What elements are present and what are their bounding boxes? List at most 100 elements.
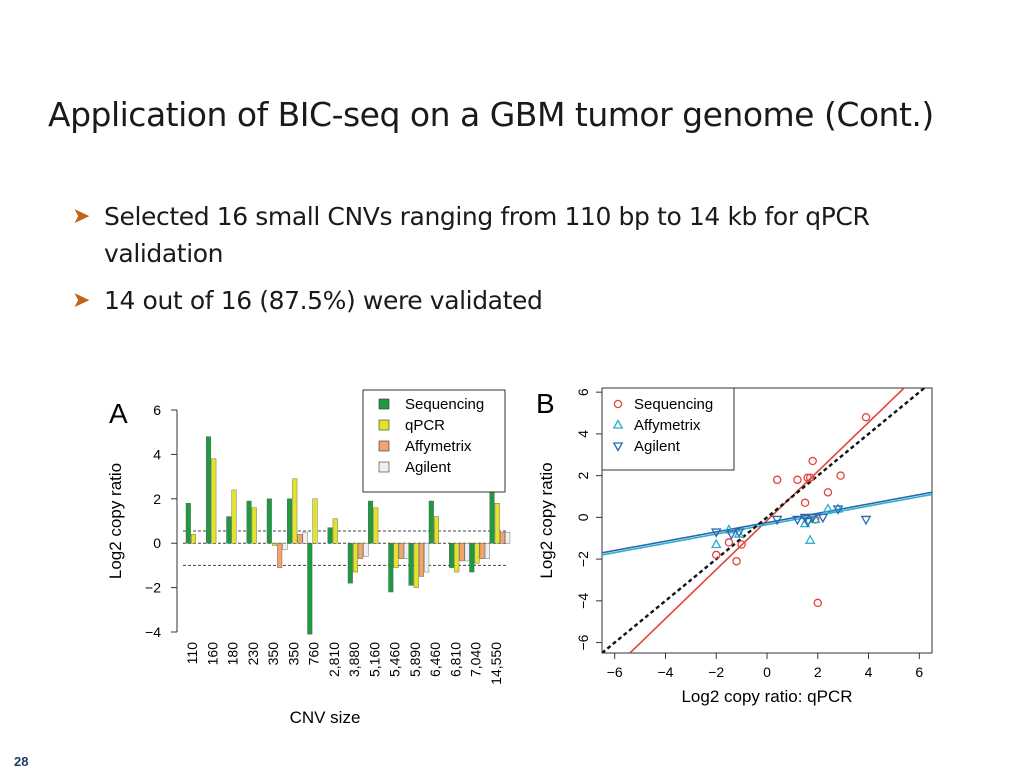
point-affymetrix (804, 534, 816, 544)
bar-sequencing (408, 542, 414, 586)
bar-qpcr (271, 542, 277, 546)
bar-agilent (424, 542, 430, 573)
point-sequencing (772, 475, 782, 485)
bar-sequencing (449, 542, 455, 568)
legend-label: Agilent (405, 459, 452, 476)
x-tick-label: 0 (763, 664, 771, 680)
bar-sequencing (368, 500, 374, 544)
plot-area (602, 388, 932, 653)
point-sequencing (808, 456, 817, 466)
bullet-text: 14 out of 16 (87.5%) were validated (104, 286, 543, 315)
bar-agilent (282, 542, 288, 551)
point-sequencing (711, 550, 721, 560)
x-tick-label: 180 (225, 642, 241, 666)
legend-swatch-qpcr (378, 419, 390, 431)
bar-affymetrix (358, 542, 364, 559)
point-agilent (733, 528, 745, 538)
point-agilent (710, 528, 722, 538)
point-sequencing (737, 540, 746, 549)
legend-marker-affymetrix (612, 419, 624, 429)
bar-sequencing (287, 498, 293, 544)
point-sequencing (805, 473, 815, 482)
point-agilent (792, 515, 803, 526)
page-number: 28 (14, 754, 29, 769)
x-tick-label: 5,160 (366, 642, 382, 677)
point-sequencing (823, 488, 833, 497)
y-tick-label: 6 (575, 388, 591, 396)
y-tick-label: −4 (575, 593, 591, 609)
legend-label: Affymetrix (405, 438, 472, 455)
point-sequencing (803, 473, 812, 482)
point-affymetrix (832, 503, 844, 513)
point-agilent (771, 515, 783, 526)
bar-sequencing (185, 503, 191, 544)
y-axis-title: Log2 copy ratio (106, 463, 125, 579)
bar-sequencing (347, 542, 353, 584)
x-tick-label: 350 (285, 642, 301, 666)
bar-qpcr (413, 542, 419, 588)
y-tick-label: 0 (153, 535, 161, 551)
bar-qpcr (312, 498, 318, 544)
bullet-item: ➤ Selected 16 small CNVs ranging from 11… (72, 198, 992, 272)
point-agilent (860, 515, 872, 526)
y-tick-label: 2 (153, 491, 161, 507)
point-agilent (802, 517, 813, 528)
bar-sequencing (388, 542, 394, 593)
legend-label: Sequencing (405, 396, 484, 413)
legend-swatch-agilent (378, 461, 390, 473)
bullet-item: ➤ 14 out of 16 (87.5%) were validated (72, 282, 992, 319)
fit-line-affymetrix (602, 493, 932, 556)
bar-sequencing (327, 527, 333, 544)
point-sequencing (732, 556, 741, 566)
x-axis-title: Log2 copy ratio: qPCR (681, 687, 852, 706)
identity-line (602, 388, 927, 653)
x-tick-label: 6,810 (447, 642, 463, 677)
legend-marker-agilent (612, 442, 624, 452)
point-sequencing (836, 471, 845, 480)
y-tick-label: −6 (575, 634, 591, 650)
legend-box (601, 387, 735, 471)
legend-marker-sequencing (613, 399, 623, 409)
bar-affymetrix (277, 542, 283, 568)
bar-qpcr (393, 542, 399, 568)
point-sequencing (724, 538, 734, 547)
bar-qpcr (454, 542, 460, 573)
x-tick-label: 350 (265, 642, 281, 666)
bar-affymetrix (418, 542, 424, 577)
y-tick-label: −2 (145, 580, 161, 596)
point-sequencing (800, 498, 810, 508)
bullet-text: Selected 16 small CNVs ranging from 110 … (104, 202, 870, 268)
point-affymetrix (799, 517, 811, 528)
point-sequencing (813, 598, 823, 608)
bar-agilent (464, 542, 470, 562)
legend-label: Agilent (634, 438, 681, 455)
legend-swatch-sequencing (378, 398, 390, 410)
legend-swatch-affymetrix (378, 440, 390, 452)
bar-affymetrix (297, 534, 303, 544)
x-tick-label: −4 (657, 664, 673, 680)
legend-label: qPCR (405, 417, 445, 434)
y-tick-label: 4 (575, 430, 591, 438)
point-sequencing (861, 412, 871, 422)
bar-qpcr (353, 542, 359, 573)
bar-qpcr (373, 507, 379, 544)
point-affymetrix (710, 538, 722, 549)
y-tick-label: 2 (575, 472, 591, 480)
bar-qpcr (474, 542, 480, 564)
bar-agilent (363, 542, 369, 557)
scatter-chart-b: B −6 −4 −2 0 2 4 6 −6 −4 −2 0 2 4 6 Log2 copy ratio: qP… (536, 387, 933, 706)
bar-sequencing (307, 542, 313, 635)
x-tick-label: 3,880 (346, 642, 362, 677)
legend-label: Affymetrix (634, 417, 701, 434)
x-tick-label: 14,550 (488, 642, 504, 685)
y-tick-label: 4 (153, 446, 161, 462)
bar-qpcr (190, 534, 196, 544)
slide-title: Application of BIC-seq on a GBM tumor ge… (48, 95, 934, 134)
bar-affymetrix (459, 542, 465, 562)
x-tick-label: −2 (708, 664, 724, 680)
bar-sequencing (428, 500, 434, 544)
legend-label: Sequencing (634, 396, 713, 413)
bar-affymetrix (398, 542, 404, 559)
x-tick-label: 2,810 (326, 642, 342, 677)
